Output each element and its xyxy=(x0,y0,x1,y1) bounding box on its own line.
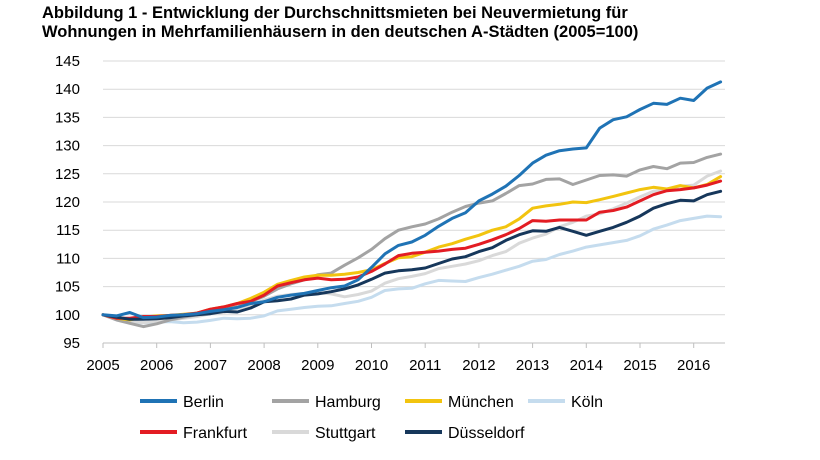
series-line-m-nchen xyxy=(101,175,723,322)
x-tick-label: 2005 xyxy=(86,357,119,374)
y-tick-label: 125 xyxy=(55,166,80,183)
legend-item: München xyxy=(405,394,514,411)
x-tick-label: 2016 xyxy=(677,357,710,374)
x-tick-label: 2006 xyxy=(140,357,173,374)
legend-label: Frankfurt xyxy=(183,425,248,442)
legend-item: Stuttgart xyxy=(272,425,376,442)
y-tick-label: 95 xyxy=(63,335,80,352)
legend-label: Berlin xyxy=(183,394,224,411)
y-tick-label: 130 xyxy=(55,138,80,155)
legend-item: Köln xyxy=(528,394,603,411)
x-tick-label: 2008 xyxy=(247,357,280,374)
series-lines xyxy=(101,80,723,329)
legend: Berlin Hamburg München Köln Frankfurt Stuttga… xyxy=(140,394,603,442)
chart-title-line-1: Abbildung 1 - Entwicklung der Durchschni… xyxy=(42,4,628,22)
y-tick-label: 135 xyxy=(55,109,80,126)
y-axis-ticks: 95 100 105 110 115 120 125 130 135 140 145 xyxy=(55,53,80,352)
y-tick-label: 115 xyxy=(56,222,80,239)
legend-label: München xyxy=(448,394,514,411)
x-tick-label: 2015 xyxy=(623,357,656,374)
x-tick-label: 2010 xyxy=(355,357,388,374)
legend-item: Düsseldorf xyxy=(405,425,525,442)
y-tick-label: 145 xyxy=(55,53,80,70)
x-tick-label: 2014 xyxy=(570,357,603,374)
y-tick-label: 120 xyxy=(55,194,80,211)
legend-item: Hamburg xyxy=(272,394,381,411)
y-tick-label: 110 xyxy=(56,250,80,267)
chart-title-line-2: Wohnungen in Mehrfamilienhäusern in den … xyxy=(42,23,639,41)
legend-label: Hamburg xyxy=(315,394,381,411)
series-line-d-sseldorf xyxy=(101,189,723,321)
x-tick-label: 2013 xyxy=(516,357,549,374)
legend-item: Berlin xyxy=(140,394,224,411)
legend-label: Köln xyxy=(571,394,603,411)
legend-item: Frankfurt xyxy=(140,425,248,442)
chart-title: Abbildung 1 - Entwicklung der Durchschni… xyxy=(42,4,802,42)
legend-label: Stuttgart xyxy=(315,425,376,442)
legend-label: Düsseldorf xyxy=(448,425,525,442)
x-axis: 2005 2006 2007 2008 2009 2010 2011 2012 2013 2014… xyxy=(86,342,725,374)
x-tick-label: 2011 xyxy=(409,357,441,374)
y-tick-label: 140 xyxy=(55,81,80,98)
series-line-k-ln xyxy=(101,214,723,325)
x-tick-label: 2009 xyxy=(301,357,334,374)
y-tick-label: 105 xyxy=(55,279,80,296)
series-line-berlin xyxy=(101,80,723,320)
x-tick-label: 2007 xyxy=(194,357,227,374)
y-tick-label: 100 xyxy=(55,307,80,324)
x-tick-label: 2012 xyxy=(462,357,495,374)
series-line-frankfurt xyxy=(101,179,723,320)
